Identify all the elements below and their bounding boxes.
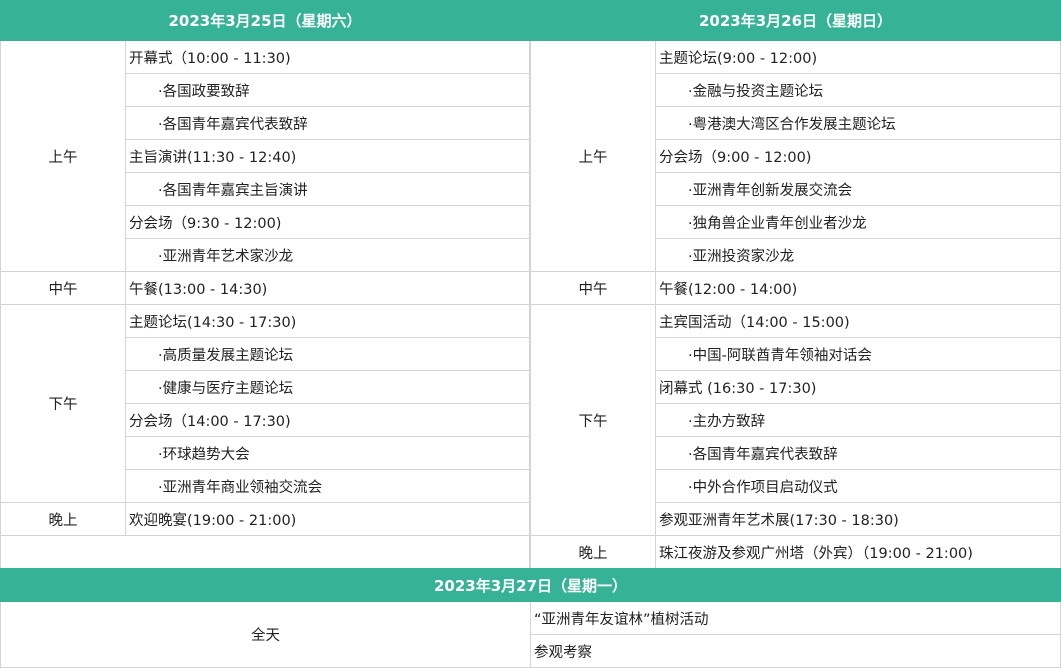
table-row: ·金融与投资主题论坛 [531, 73, 1061, 107]
empty-row [0, 535, 530, 569]
day3-schedule: 2023年3月27日（星期一） 全天 “亚洲青年友谊林”植树活动 参观考察 [0, 568, 1061, 668]
table-row: ·各国青年嘉宾主旨演讲 [1, 172, 530, 206]
period-label: 晚上 [530, 535, 656, 569]
table-row: 上午 主题论坛(9:00 - 12:00) [530, 40, 1061, 272]
table-row: 分会场（9:00 - 12:00) [531, 139, 1061, 173]
schedule-subitem: ·环球趋势大会 [125, 436, 530, 470]
period-label: 全天 [0, 601, 531, 668]
schedule-subitem: ·亚洲投资家沙龙 [655, 238, 1061, 272]
schedule-subitem: ·健康与医疗主题论坛 [125, 370, 530, 404]
schedule-item: 午餐(12:00 - 14:00) [655, 271, 1061, 305]
table-row: ·各国政要致辞 [1, 73, 530, 107]
table-row: 分会场（9:30 - 12:00) [1, 205, 530, 239]
schedule-item: 珠江夜游及参观广州塔（外宾）（19:00 - 21:00) [655, 535, 1061, 569]
schedule-subitem: ·独角兽企业青年创业者沙龙 [655, 205, 1061, 239]
table-row: ·独角兽企业青年创业者沙龙 [531, 205, 1061, 239]
schedule-item: 欢迎晚宴(19:00 - 21:00) [125, 502, 530, 536]
schedule-item: 分会场（14:00 - 17:30) [125, 403, 530, 437]
table-row: ·亚洲投资家沙龙 [531, 238, 1061, 272]
schedule-item: 主宾国活动（14:00 - 15:00) [655, 304, 1061, 338]
table-row: ·各国青年嘉宾代表致辞 [1, 106, 530, 140]
table-row: ·环球趋势大会 [1, 436, 530, 470]
table-row: ·亚洲青年艺术家沙龙 [1, 238, 530, 272]
schedule-subitem: ·各国青年嘉宾代表致辞 [125, 106, 530, 140]
table-row: ·主办方致辞 [531, 403, 1061, 437]
schedule-subitem: ·各国青年嘉宾主旨演讲 [125, 172, 530, 206]
period-label: 中午 [0, 271, 126, 305]
period-label: 晚上 [0, 502, 126, 536]
day1-schedule: 2023年3月25日（星期六） 上午 开幕式（10:00 - 11:30) ·各国政要… [0, 0, 530, 569]
schedule-subitem: ·中外合作项目启动仪式 [655, 469, 1061, 503]
schedule-item: 分会场（9:00 - 12:00) [655, 139, 1061, 173]
table-row: ·粤港澳大湾区合作发展主题论坛 [531, 106, 1061, 140]
period-label: 上午 [0, 40, 126, 272]
table-row: 中午 午餐(13:00 - 14:30) [0, 271, 530, 305]
schedule-subitem: ·高质量发展主题论坛 [125, 337, 530, 371]
table-row: 分会场（14:00 - 17:30) [1, 403, 530, 437]
schedule-item: 主题论坛(9:00 - 12:00) [655, 40, 1061, 74]
schedule-item: 参观亚洲青年艺术展(17:30 - 18:30) [655, 502, 1061, 536]
day2-schedule: 2023年3月26日（星期日） 上午 主题论坛(9:00 - 12:00) ·金融与投… [530, 0, 1061, 569]
table-row: ·亚洲青年创新发展交流会 [531, 172, 1061, 206]
schedule-subitem: ·亚洲青年商业领袖交流会 [125, 469, 530, 503]
schedule-item: “亚洲青年友谊林”植树活动 [530, 601, 1061, 635]
day1-header: 2023年3月25日（星期六） [0, 0, 530, 41]
table-row: ·亚洲青年商业领袖交流会 [1, 469, 530, 503]
day2-header: 2023年3月26日（星期日） [530, 0, 1061, 41]
table-row: 晚上 欢迎晚宴(19:00 - 21:00) [0, 502, 530, 536]
schedule-subitem: ·各国政要致辞 [125, 73, 530, 107]
table-row: 下午 主宾国活动（14:00 - 15:00) [530, 304, 1061, 536]
schedule-subitem: ·各国青年嘉宾代表致辞 [655, 436, 1061, 470]
period-label: 下午 [0, 304, 126, 503]
table-row: 晚上 珠江夜游及参观广州塔（外宾）（19:00 - 21:00) [530, 535, 1061, 569]
schedule-subitem: ·粤港澳大湾区合作发展主题论坛 [655, 106, 1061, 140]
table-row: ·各国青年嘉宾代表致辞 [531, 436, 1061, 470]
table-row: 下午 主题论坛(14:30 - 17:30) [0, 304, 530, 503]
schedule-subitem: ·亚洲青年创新发展交流会 [655, 172, 1061, 206]
table-row: 中午 午餐(12:00 - 14:00) [530, 271, 1061, 305]
period-label: 上午 [530, 40, 656, 272]
table-row: ·高质量发展主题论坛 [1, 337, 530, 371]
day3-header: 2023年3月27日（星期一） [0, 568, 1061, 602]
schedule-subitem: ·主办方致辞 [655, 403, 1061, 437]
table-row: ·健康与医疗主题论坛 [1, 370, 530, 404]
period-label: 下午 [530, 304, 656, 536]
schedule-subitem: ·中国-阿联酋青年领袖对话会 [655, 337, 1061, 371]
schedule-item: 开幕式（10:00 - 11:30) [125, 40, 530, 74]
schedule-item: 午餐(13:00 - 14:30) [125, 271, 530, 305]
schedule-item: 闭幕式 (16:30 - 17:30) [655, 370, 1061, 404]
schedule-item: 主题论坛(14:30 - 17:30) [125, 304, 530, 338]
period-label: 中午 [530, 271, 656, 305]
schedule-item: 主旨演讲(11:30 - 12:40) [125, 139, 530, 173]
schedule-item: 分会场（9:30 - 12:00) [125, 205, 530, 239]
schedule-subitem: ·亚洲青年艺术家沙龙 [125, 238, 530, 272]
table-row: 上午 开幕式（10:00 - 11:30) [0, 40, 530, 272]
schedule-item: 参观考察 [530, 634, 1061, 668]
schedule-subitem: ·金融与投资主题论坛 [655, 73, 1061, 107]
